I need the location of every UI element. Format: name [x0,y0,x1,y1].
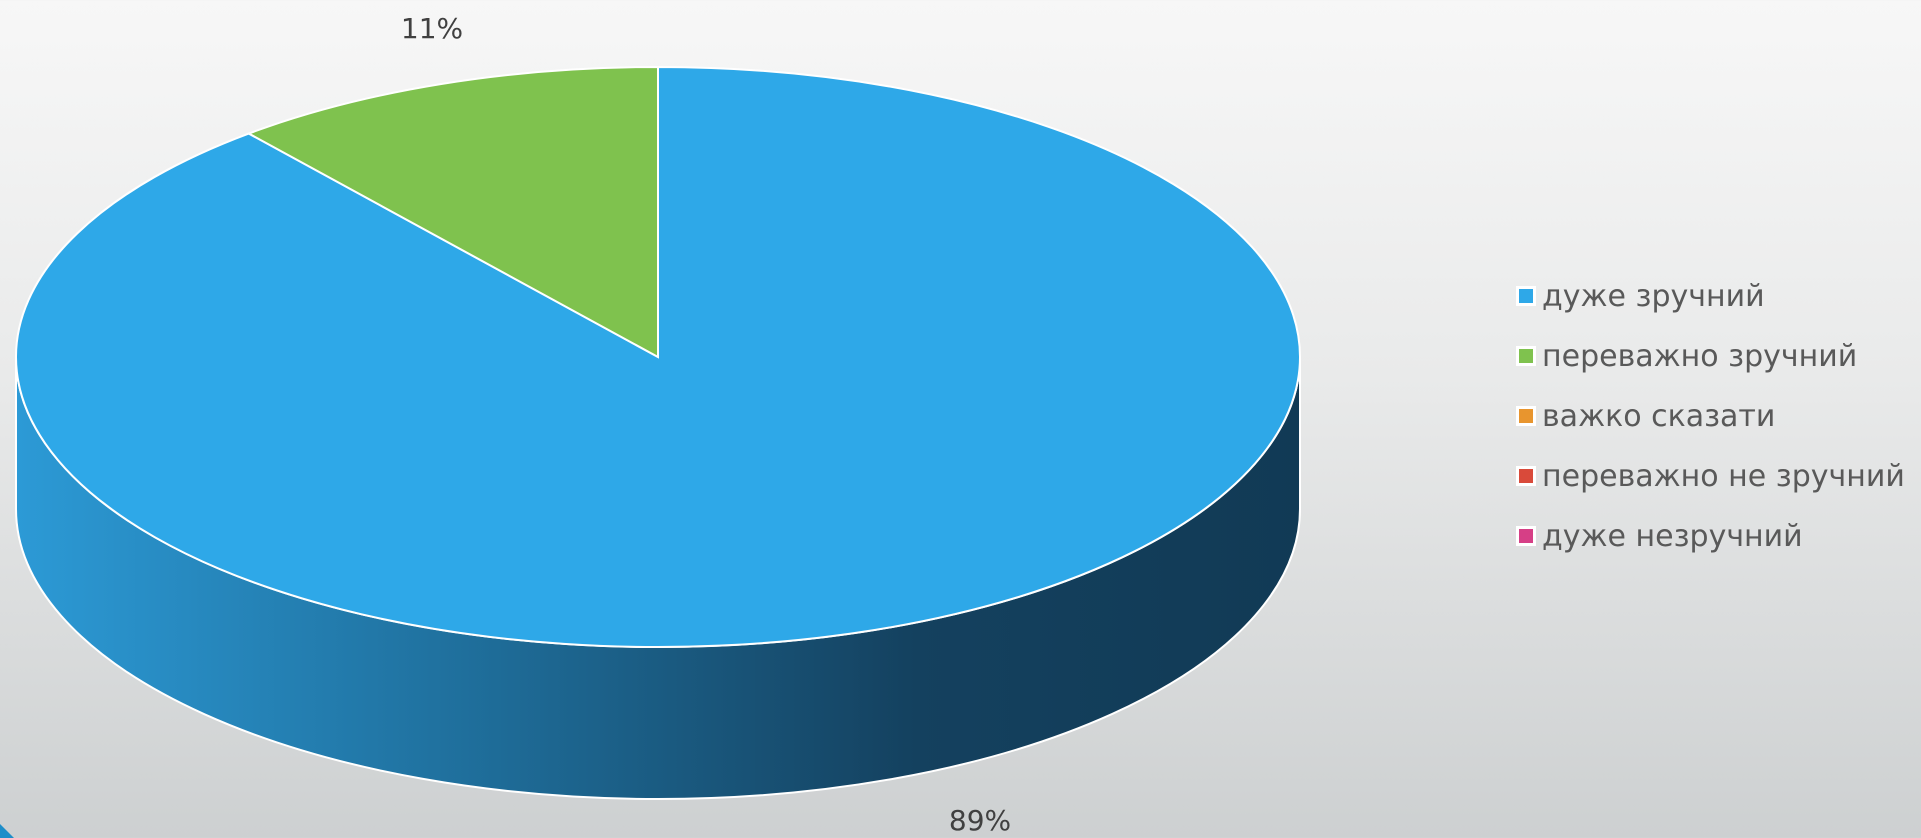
data-label-2: 11% [401,12,463,45]
legend-swatch [1516,406,1536,426]
corner-accent-decoration [0,824,14,838]
data-label-1: 89% [949,804,1011,837]
legend-item: переважно зручний [1516,326,1905,386]
legend-label: дуже зручний [1542,278,1765,314]
legend-swatch [1516,346,1536,366]
legend-swatch [1516,466,1536,486]
legend-label: переважно зручний [1542,338,1858,374]
legend-item: дуже незручний [1516,506,1905,566]
legend-item: переважно не зручний [1516,446,1905,506]
legend-label: важко сказати [1542,398,1776,434]
legend-swatch [1516,526,1536,546]
pie-slice-2 [246,65,659,359]
legend-item: дуже зручний [1516,266,1905,326]
legend-item: важко сказати [1516,386,1905,446]
legend-label: переважно не зручний [1542,458,1905,494]
legend-label: дуже незручний [1542,518,1803,554]
legend-swatch [1516,286,1536,306]
legend: дуже зручний переважно зручний важко сказа… [1516,266,1905,566]
